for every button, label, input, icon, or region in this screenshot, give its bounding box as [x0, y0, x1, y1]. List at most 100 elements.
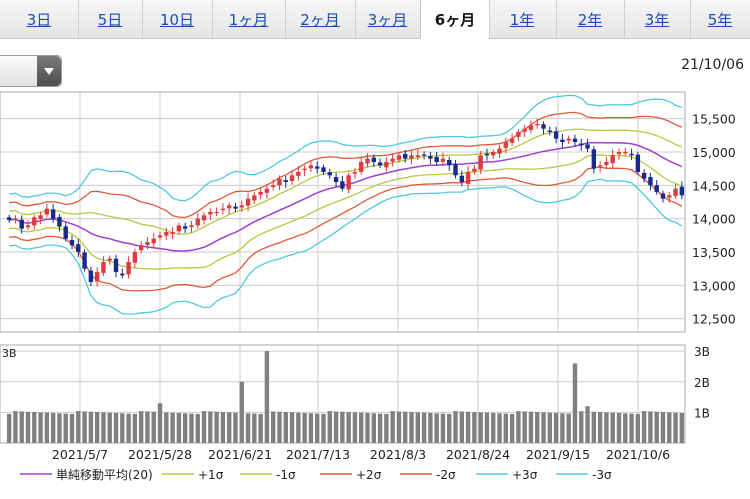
x-tick-label-4: 2021/8/3	[370, 447, 426, 462]
candle-body-79	[503, 142, 509, 148]
candle-body-71	[453, 164, 458, 176]
volume-bar-104	[660, 412, 666, 443]
x-tick-label-0: 2021/5/7	[52, 447, 108, 462]
price-tick-label-5: 13,000	[692, 278, 736, 293]
candle-body-17	[113, 258, 119, 272]
volume-bar-38	[245, 413, 251, 443]
minus-3-sigma-line	[9, 178, 683, 315]
candle-body-75	[478, 155, 483, 170]
candle-body-29	[189, 225, 194, 228]
x-tick-label-2: 2021/6/21	[208, 447, 272, 462]
volume-bar-106	[673, 412, 678, 443]
volume-bar-45	[289, 412, 295, 443]
volume-bar-90	[572, 363, 578, 443]
candle-body-33	[214, 212, 219, 214]
candle-body-102	[648, 177, 653, 186]
candle-body-73	[465, 172, 471, 184]
candle-body-91	[579, 143, 584, 146]
tab-11[interactable]: 5年	[690, 0, 750, 38]
price-tick-label-3: 14,000	[692, 212, 736, 227]
indicator-dropdown[interactable]	[0, 55, 62, 87]
x-tick-label-3: 2021/7/13	[286, 447, 350, 462]
volume-bar-21	[138, 411, 144, 443]
candle-body-22	[145, 242, 150, 246]
tab-5[interactable]: 2ヶ月	[285, 0, 356, 38]
minus-2-sigma-line	[9, 166, 683, 292]
volume-bar-14	[94, 412, 100, 443]
volume-bar-8	[57, 413, 62, 443]
candle-body-105	[667, 195, 672, 198]
volume-bar-86	[547, 412, 553, 443]
chart-date: 21/10/06	[681, 57, 744, 73]
candle-body-26	[170, 232, 175, 234]
candle-body-21	[138, 245, 144, 251]
volume-bar-84	[535, 412, 540, 443]
volume-bar-69	[440, 413, 446, 443]
candle-body-65	[415, 155, 421, 157]
candle-body-50	[321, 167, 326, 172]
candle-body-58	[371, 157, 376, 162]
candle-body-106	[673, 188, 678, 196]
plus-1-sigma-line	[9, 128, 683, 235]
volume-bar-3	[25, 411, 31, 443]
volume-bar-20	[132, 413, 138, 443]
candle-body-39	[252, 195, 257, 201]
candle-body-86	[547, 130, 553, 132]
candle-body-13	[88, 270, 94, 282]
tab-4[interactable]: 1ヶ月	[212, 0, 286, 38]
volume-bar-100	[635, 413, 641, 443]
volume-bar-42	[270, 411, 276, 443]
tab-10[interactable]: 3年	[624, 0, 691, 38]
candle-body-28	[182, 226, 188, 229]
candle-body-60	[384, 162, 389, 168]
volume-bar-77	[491, 412, 496, 443]
legend-label-4: -2σ	[436, 468, 456, 482]
candle-body-61	[390, 158, 395, 162]
candle-body-66	[421, 154, 427, 156]
tab-7[interactable]: 6ヶ月	[420, 0, 490, 39]
tab-3[interactable]: 10日	[142, 0, 213, 38]
volume-bar-32	[208, 411, 213, 443]
candle-body-36	[233, 206, 238, 209]
candle-body-93	[591, 149, 597, 169]
minus-1-sigma-line	[9, 154, 683, 270]
volume-bar-70	[447, 413, 452, 443]
volume-bar-27	[176, 412, 182, 443]
candle-body-54	[346, 175, 351, 190]
tab-1[interactable]: 3日	[0, 0, 79, 38]
tab-8[interactable]: 1年	[488, 0, 557, 38]
volume-bar-101	[641, 411, 647, 443]
volume-bar-88	[560, 413, 565, 443]
volume-bar-71	[453, 411, 458, 443]
candle-body-90	[572, 138, 578, 142]
moving-average-line	[9, 141, 683, 252]
candle-body-44	[283, 180, 288, 182]
price-tick-label-4: 13,500	[692, 245, 736, 260]
volume-bar-97	[616, 412, 622, 443]
volume-bar-55	[352, 412, 358, 443]
candle-body-10	[69, 240, 75, 246]
volume-bar-62	[396, 411, 402, 443]
candle-body-57	[365, 158, 370, 164]
candle-body-101	[641, 172, 647, 179]
candle-body-63	[403, 153, 408, 159]
tab-9[interactable]: 2年	[556, 0, 625, 38]
candle-body-103	[654, 185, 659, 192]
tab-2[interactable]: 5日	[78, 0, 143, 38]
volume-bar-34	[220, 412, 226, 443]
x-tick-label-1: 2021/5/28	[128, 447, 192, 462]
volume-bar-99	[629, 413, 634, 443]
candle-body-15	[101, 262, 106, 273]
volume-bar-40	[258, 413, 263, 443]
candle-body-69	[440, 158, 446, 162]
chevron-down-icon[interactable]	[37, 56, 61, 86]
legend-label-6: -3σ	[592, 468, 612, 482]
price-tick-label-0: 15,500	[692, 112, 736, 127]
volume-bar-102	[648, 411, 653, 443]
volume-bar-68	[434, 413, 439, 443]
candle-body-81	[516, 132, 521, 137]
candle-body-25	[164, 232, 169, 236]
volume-bar-15	[101, 412, 106, 443]
candle-body-82	[522, 128, 527, 132]
